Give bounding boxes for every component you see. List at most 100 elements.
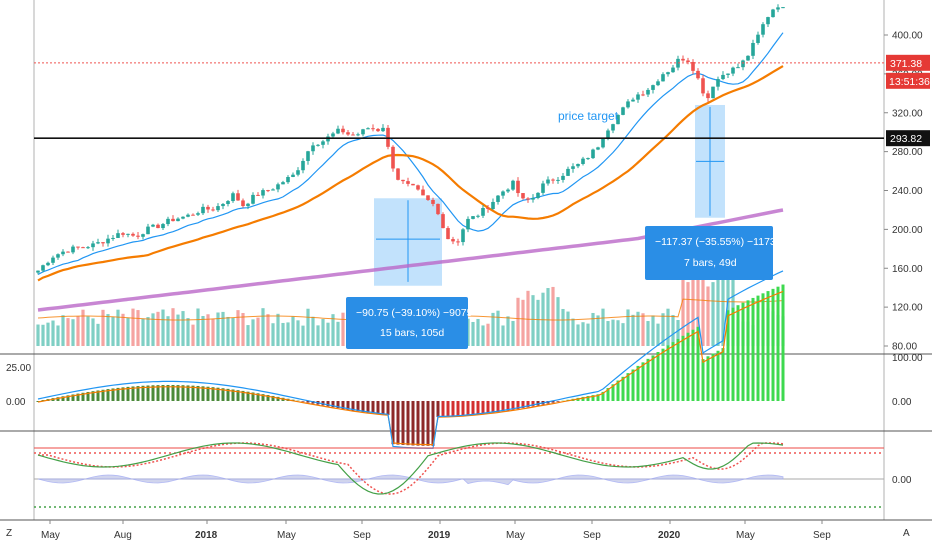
candle-body — [171, 219, 175, 221]
candle-body — [241, 200, 245, 206]
candle-body — [76, 247, 80, 248]
volume-bar — [231, 318, 234, 346]
volume-bar — [261, 308, 264, 346]
volume-bar — [171, 308, 174, 346]
macd-histogram-bar — [712, 353, 715, 401]
candle-body — [311, 145, 315, 151]
macd-histogram-bar — [447, 401, 450, 417]
candle-body — [236, 193, 240, 200]
volume-bar — [186, 318, 189, 346]
toolbar-left-button[interactable]: Z — [6, 528, 12, 539]
candle-body — [646, 90, 650, 95]
candle-body — [656, 81, 660, 85]
volume-bar — [496, 311, 499, 346]
macd-histogram-bar — [677, 339, 680, 401]
candle-body — [521, 193, 525, 198]
volume-bar — [626, 309, 629, 346]
volume-bar — [191, 325, 194, 346]
candle-body — [291, 175, 295, 177]
candle-body — [651, 85, 655, 90]
candle-body — [316, 145, 320, 146]
candle-body — [211, 209, 215, 210]
candle-body — [586, 158, 590, 159]
macd-left-tick-0: 0.00 — [6, 397, 26, 408]
macd-histogram-bar — [747, 300, 750, 401]
candle-body — [276, 184, 280, 189]
candle-body — [781, 7, 785, 8]
candle-body — [661, 74, 665, 81]
current-price-text: 371.38 — [890, 58, 922, 70]
candle-body — [716, 79, 720, 87]
volume-bar — [641, 313, 644, 346]
volume-bar — [491, 313, 494, 346]
volume-bar — [111, 317, 114, 346]
volume-bar — [476, 319, 479, 346]
candle-body — [201, 207, 205, 213]
candle-body — [561, 176, 565, 180]
candle-body — [346, 132, 350, 134]
candle-body — [506, 190, 510, 192]
volume-bar — [176, 315, 179, 346]
candle-body — [66, 252, 70, 253]
macd-histogram-bar — [647, 359, 650, 401]
macd-histogram-bar — [412, 401, 415, 445]
macd-histogram-bar — [627, 373, 630, 401]
macd-histogram-bar — [762, 293, 765, 401]
candle-body — [556, 180, 560, 181]
candle-body — [46, 263, 50, 265]
volume-bar — [266, 314, 269, 346]
volume-bar — [196, 308, 199, 346]
macd-histogram-bar — [702, 359, 705, 401]
volume-bar — [246, 325, 249, 346]
candle-body — [151, 225, 155, 227]
candle-body — [436, 204, 440, 214]
volume-bar — [336, 322, 339, 346]
candle-body — [626, 101, 630, 107]
candle-body — [141, 234, 145, 237]
macd-right-tick-100: 100.00 — [892, 353, 923, 364]
volume-bar — [606, 321, 609, 346]
volume-bar — [76, 316, 79, 346]
volume-bar — [516, 298, 519, 346]
candle-body — [41, 265, 45, 270]
candle-body — [466, 219, 470, 229]
price-axis-label: 120.00 — [892, 303, 923, 314]
macd-histogram-bar — [667, 345, 670, 401]
volume-bar — [591, 313, 594, 346]
candle-body — [416, 185, 420, 189]
candle-body — [706, 93, 710, 98]
candle-body — [481, 208, 485, 216]
candle-body — [146, 227, 150, 235]
volume-bar — [226, 317, 229, 346]
price-axis-label: 240.00 — [892, 186, 923, 197]
volume-bar — [586, 324, 589, 346]
volume-bar — [341, 313, 344, 346]
candle-body — [711, 87, 715, 98]
volume-bar — [521, 300, 524, 346]
candle-body — [591, 150, 595, 159]
candle-body — [186, 215, 190, 217]
price-axis-label: 280.00 — [892, 147, 923, 158]
macd-histogram-bar — [302, 401, 305, 402]
volume-bar — [106, 314, 109, 346]
macd-histogram-bar — [767, 291, 770, 401]
macd-histogram-bar — [662, 349, 665, 401]
volume-bar — [506, 316, 509, 346]
volume-bar — [181, 311, 184, 346]
candle-body — [361, 129, 365, 134]
toolbar-right-button[interactable]: A — [903, 528, 910, 539]
volume-bar — [86, 316, 89, 346]
volume-bar — [216, 312, 219, 346]
candle-body — [226, 201, 230, 204]
volume-bar — [236, 310, 239, 346]
macd-histogram-bar — [692, 330, 695, 401]
candle-body — [471, 216, 475, 219]
volume-bar — [66, 318, 69, 346]
macd-histogram-bar — [672, 342, 675, 401]
time-axis-label: 2018 — [195, 530, 218, 541]
candle-body — [666, 72, 670, 74]
candle-body — [271, 189, 275, 190]
volume-bar — [296, 320, 299, 346]
volume-bar — [316, 325, 319, 346]
